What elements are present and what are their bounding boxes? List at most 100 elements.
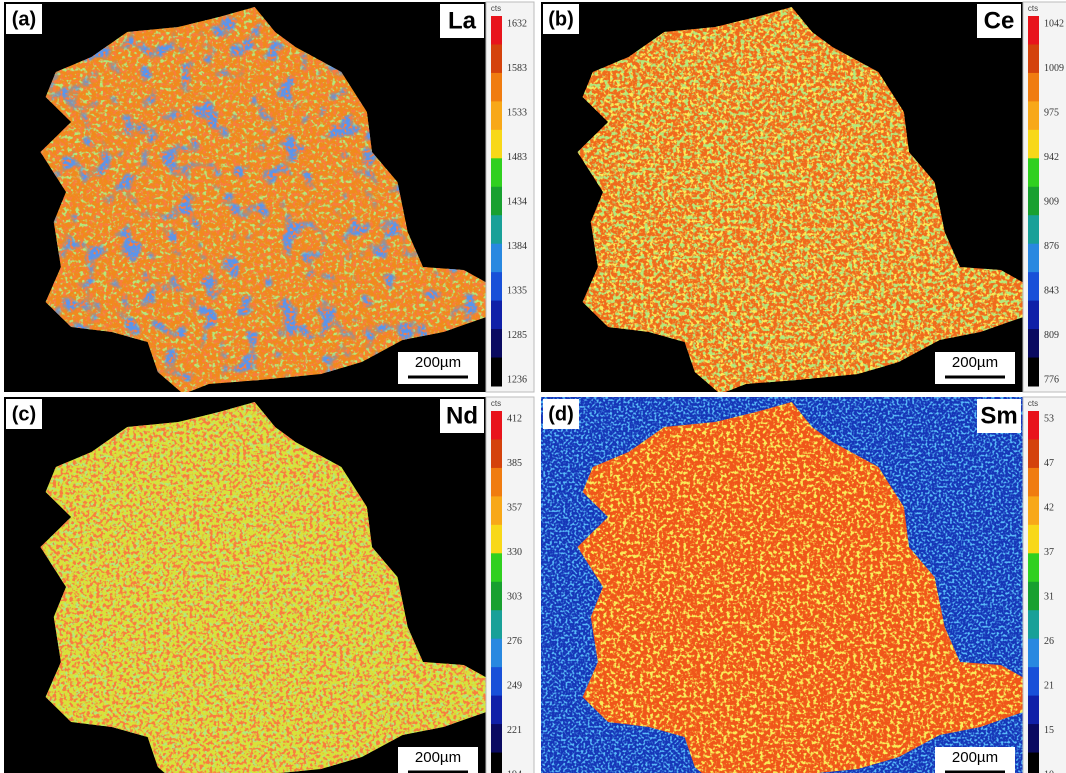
colorbar-swatch <box>491 301 502 330</box>
colorbar-swatch <box>1028 468 1039 497</box>
colorbar-swatch <box>491 187 502 216</box>
colorbar-tick-label: 1335 <box>507 285 527 296</box>
panel-label: (d) <box>548 403 574 425</box>
scale-bar-label: 200µm <box>415 749 461 766</box>
colorbar-swatch <box>491 553 502 582</box>
colorbar-tick-label: 31 <box>1044 591 1054 602</box>
panel-label: (a) <box>12 8 36 30</box>
colorbar-tick-label: 1285 <box>507 330 527 341</box>
colorbar-swatch <box>491 358 502 387</box>
panel-label: (b) <box>548 8 574 30</box>
colorbar-tick-label: 53 <box>1044 413 1054 424</box>
colorbar-tick-label: 843 <box>1044 285 1059 296</box>
colorbar-swatch <box>491 667 502 696</box>
panel: (b) Ce 200µm cts 1042 1009 975 942 909 876 843 809 7… <box>541 2 1066 392</box>
colorbar-swatch <box>1028 411 1039 440</box>
colorbar-swatch <box>491 158 502 187</box>
colorbar-unit: cts <box>1028 399 1038 408</box>
colorbar-swatch <box>491 753 502 773</box>
colorbar-swatch <box>1028 158 1039 187</box>
colorbar-tick-label: 412 <box>507 413 522 424</box>
colorbar-tick-label: 330 <box>507 547 522 558</box>
colorbar-tick-label: 909 <box>1044 196 1059 207</box>
colorbar-swatch <box>1028 272 1039 301</box>
colorbar-swatch <box>491 101 502 130</box>
colorbar-swatch <box>491 411 502 440</box>
colorbar-swatch <box>491 244 502 273</box>
panel-label: (c) <box>12 403 36 425</box>
colorbar-swatch <box>1028 753 1039 773</box>
colorbar-unit: cts <box>491 399 501 408</box>
colorbar-tick-label: 1384 <box>507 241 527 252</box>
colorbar-swatch <box>1028 667 1039 696</box>
colorbar-tick-label: 194 <box>507 769 522 773</box>
colorbar-tick-label: 975 <box>1044 107 1059 118</box>
colorbar-swatch <box>491 16 502 45</box>
colorbar-swatch <box>1028 525 1039 554</box>
colorbar-tick-label: 1483 <box>507 152 527 163</box>
colorbar-swatch <box>1028 215 1039 244</box>
colorbar-swatch <box>1028 610 1039 639</box>
colorbar-unit: cts <box>1028 4 1038 13</box>
colorbar-swatch <box>491 696 502 725</box>
scale-bar-label: 200µm <box>952 354 998 371</box>
element-label: Nd <box>446 402 478 429</box>
colorbar-swatch <box>1028 73 1039 102</box>
colorbar-tick-label: 385 <box>507 458 522 469</box>
colorbar-swatch <box>1028 582 1039 611</box>
colorbar-swatch <box>1028 244 1039 273</box>
colorbar-tick-label: 1009 <box>1044 63 1064 74</box>
colorbar-tick-label: 10 <box>1044 769 1054 773</box>
colorbar-swatch <box>1028 329 1039 358</box>
colorbar-tick-label: 776 <box>1044 374 1059 385</box>
colorbar-tick-label: 303 <box>507 591 522 602</box>
colorbar-swatch <box>1028 724 1039 753</box>
colorbar-swatch <box>1028 696 1039 725</box>
colorbar-swatch <box>1028 358 1039 387</box>
colorbar-tick-label: 21 <box>1044 680 1054 691</box>
panel: (a)La200µmcts163215831533148314341384133… <box>4 2 534 392</box>
colorbar-tick-label: 276 <box>507 636 522 647</box>
colorbar-tick-label: 1434 <box>507 196 527 207</box>
panel: (c)Nd200µmcts412385357330303276249221194 <box>4 397 534 773</box>
panel: (d) Sm 200µm cts 53 47 42 37 31 26 21 15 10 <box>541 397 1066 773</box>
colorbar-tick-label: 37 <box>1044 547 1054 558</box>
colorbar-swatch <box>1028 44 1039 73</box>
colorbar-tick-label: 1583 <box>507 63 527 74</box>
figure: (a) La 200µm cts 1632 1583 1533 1483 1434 1384 133… <box>0 0 1066 773</box>
colorbar-swatch <box>491 582 502 611</box>
colorbar-tick-label: 1236 <box>507 374 527 385</box>
colorbar-swatch <box>491 44 502 73</box>
colorbar-tick-label: 249 <box>507 680 522 691</box>
colorbar-tick-label: 15 <box>1044 725 1054 736</box>
scale-bar-label: 200µm <box>952 749 998 766</box>
colorbar-tick-label: 47 <box>1044 458 1054 469</box>
colorbar-tick-label: 357 <box>507 502 522 513</box>
colorbar-swatch <box>491 639 502 668</box>
colorbar-swatch <box>1028 16 1039 45</box>
colorbar-tick-label: 809 <box>1044 330 1059 341</box>
colorbar-swatch <box>491 329 502 358</box>
colorbar-tick-label: 26 <box>1044 636 1054 647</box>
colorbar-swatch <box>1028 439 1039 468</box>
colorbar-swatch <box>491 215 502 244</box>
element-label: Sm <box>980 402 1017 429</box>
colorbar-swatch <box>1028 639 1039 668</box>
colorbar-tick-label: 1632 <box>507 18 527 29</box>
colorbar-tick-label: 942 <box>1044 152 1059 163</box>
colorbar-swatch <box>1028 301 1039 330</box>
colorbar-swatch <box>491 496 502 525</box>
colorbar-unit: cts <box>491 4 501 13</box>
colorbar-swatch <box>491 610 502 639</box>
colorbar-tick-label: 1533 <box>507 107 527 118</box>
colorbar-swatch <box>491 468 502 497</box>
colorbar-swatch <box>491 73 502 102</box>
element-label: Ce <box>984 7 1015 34</box>
colorbar-tick-label: 42 <box>1044 502 1054 513</box>
colorbar-swatch <box>491 130 502 159</box>
colorbar-swatch <box>1028 553 1039 582</box>
colorbar-tick-label: 1042 <box>1044 18 1064 29</box>
colorbar-tick-label: 876 <box>1044 241 1059 252</box>
colorbar-swatch <box>1028 496 1039 525</box>
element-label: La <box>448 7 477 34</box>
